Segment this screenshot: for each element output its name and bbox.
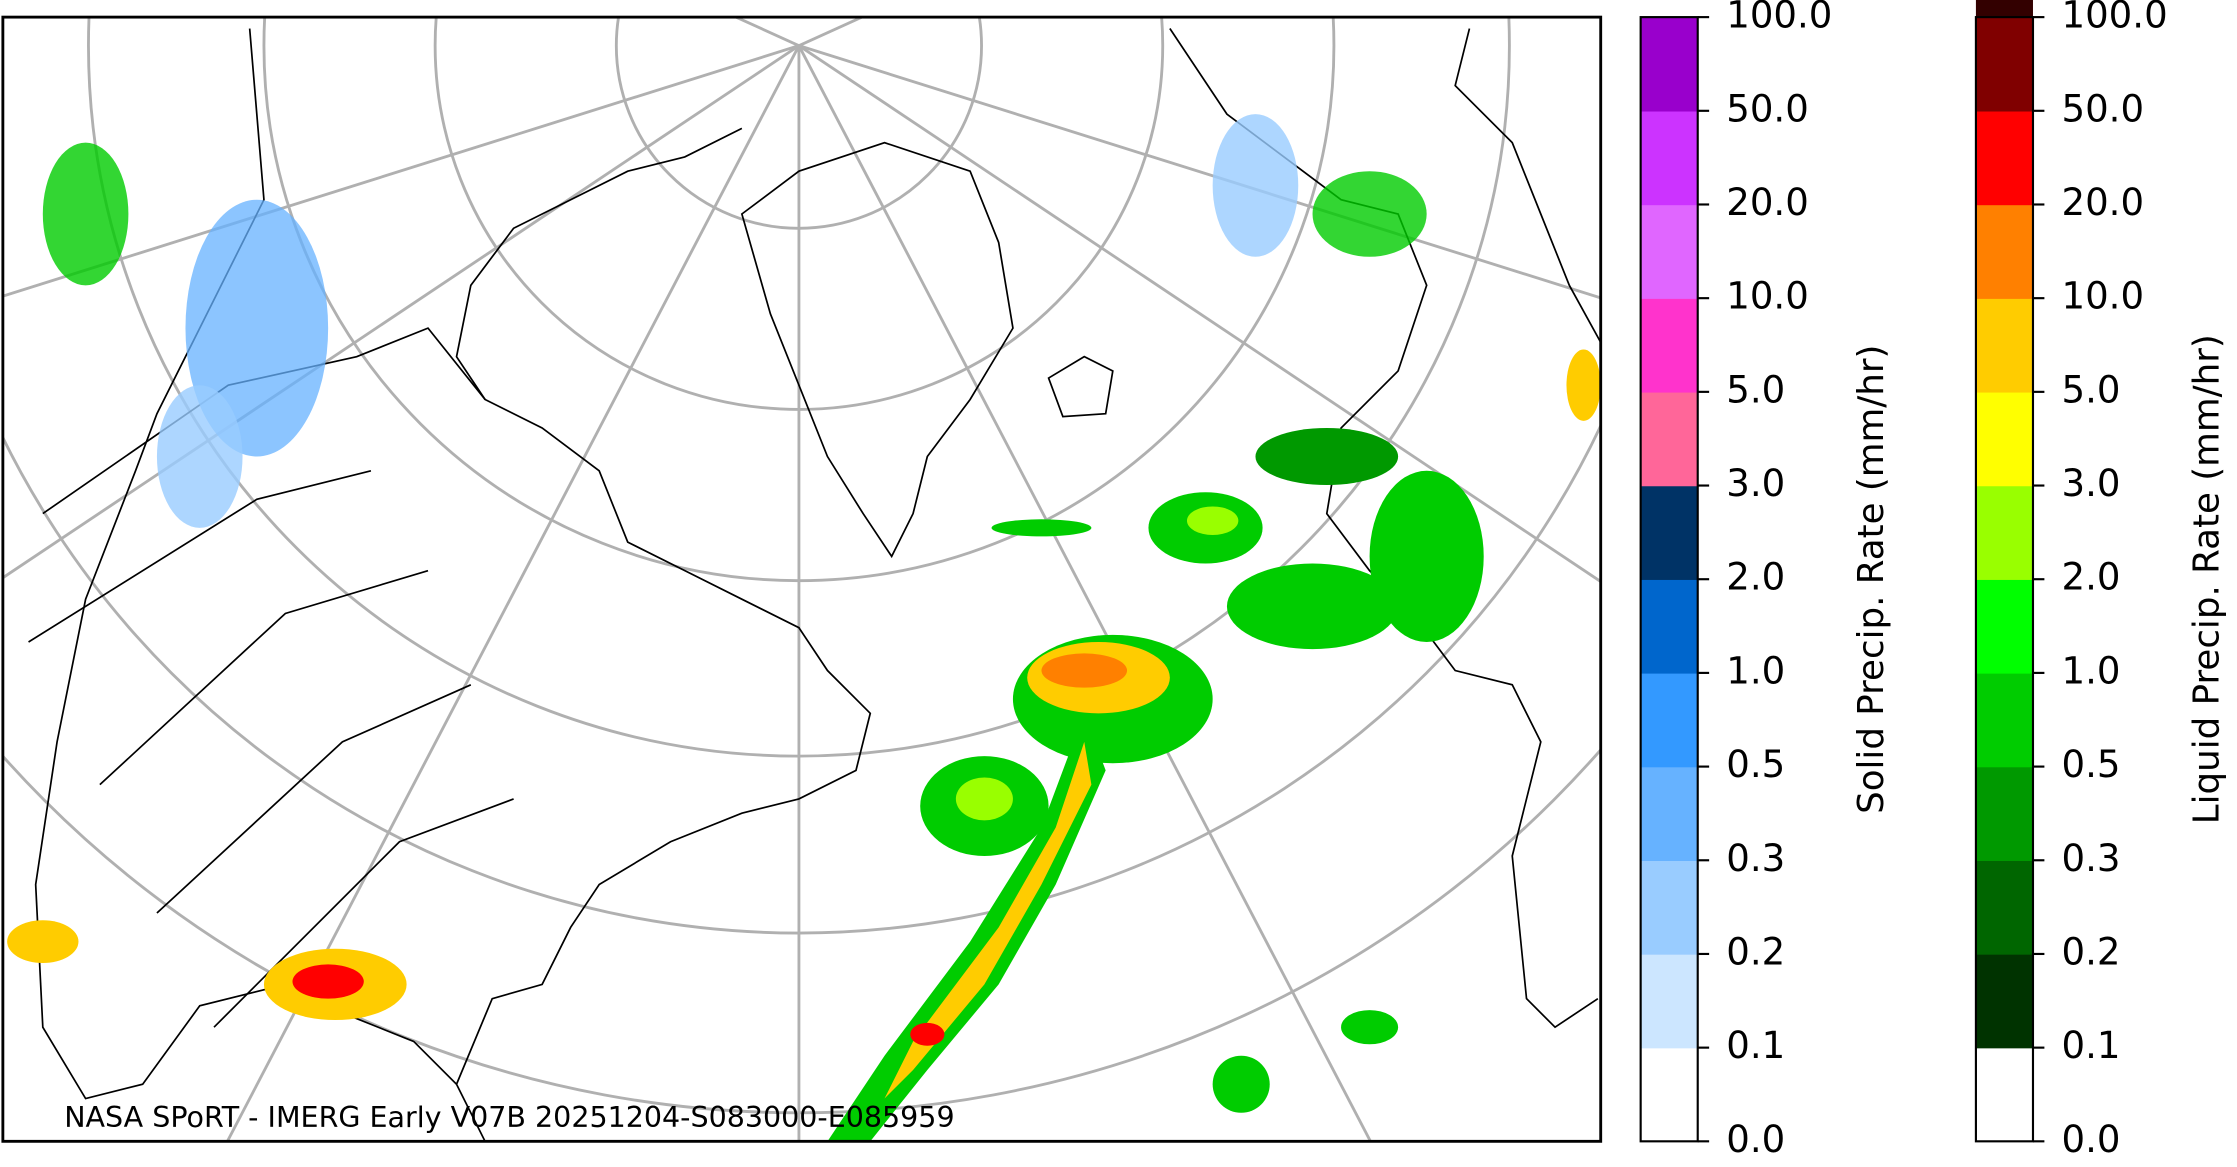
colorbar-segment bbox=[1975, 204, 2033, 299]
tick-label: 2.0 bbox=[2062, 556, 2121, 599]
colorbar-segment bbox=[1975, 860, 2033, 955]
colorbar-label: Liquid Precip. Rate (mm/hr) bbox=[2186, 334, 2227, 824]
tick-label: 10.0 bbox=[1726, 275, 1809, 318]
tick-label: 100.0 bbox=[2062, 0, 2168, 37]
tick-label: 0.1 bbox=[1726, 1024, 1785, 1067]
colorbar: 0.0 0.1 0.2 0.3 0.5 1.0 2.0 3.0 5.0 10.0 20.0 50.0 1… bbox=[1639, 0, 1892, 1161]
tick-label: 100.0 bbox=[1726, 0, 1832, 37]
colorbar-segment bbox=[1640, 1047, 1698, 1143]
colorbar-segment bbox=[1975, 0, 2033, 18]
tick-label: 20.0 bbox=[2062, 181, 2145, 224]
colorbar-segment bbox=[1975, 672, 2033, 768]
tick-label: 0.1 bbox=[2062, 1024, 2121, 1067]
tick-label: 0.3 bbox=[2062, 837, 2121, 880]
tick-label: 0.5 bbox=[2062, 743, 2121, 786]
map: NASA SPoRT - IMERG Early V07B 20251204-S… bbox=[2, 17, 1601, 1142]
colorbar-segment bbox=[1640, 860, 1698, 955]
map-frame bbox=[1, 15, 1603, 1143]
colorbar-segment bbox=[1975, 17, 2033, 112]
tick-label: 50.0 bbox=[2062, 87, 2145, 130]
tick-label: 0.0 bbox=[1726, 1118, 1785, 1161]
colorbar-segment bbox=[1640, 391, 1698, 487]
tick-label: 3.0 bbox=[2062, 462, 2121, 505]
tick-label: 0.2 bbox=[1726, 930, 1785, 973]
colorbar-segment bbox=[1975, 298, 2033, 393]
attribution: NASA SPoRT - IMERG Early V07B 20251204-S… bbox=[64, 1101, 954, 1134]
tick-label: 0.5 bbox=[1726, 743, 1785, 786]
colorbar-segment bbox=[1640, 953, 1698, 1049]
colorbar-segment bbox=[1640, 485, 1698, 580]
colorbar-segment bbox=[1975, 953, 2033, 1049]
tick-label: 5.0 bbox=[1726, 368, 1785, 411]
colorbar-segment bbox=[1640, 579, 1698, 674]
colorbar-segment bbox=[1640, 672, 1698, 768]
colorbar-segment bbox=[1975, 766, 2033, 861]
colorbar-segment bbox=[1640, 17, 1698, 112]
tick-label: 3.0 bbox=[1726, 462, 1785, 505]
colorbar-segment bbox=[1640, 110, 1698, 206]
tick-label: 0.0 bbox=[2062, 1118, 2121, 1161]
tick-label: 1.0 bbox=[1726, 649, 1785, 692]
colorbar-segment bbox=[1640, 766, 1698, 861]
colorbar-segment bbox=[1975, 110, 2033, 206]
tick-label: 1.0 bbox=[2062, 649, 2121, 692]
colorbar-segment bbox=[1975, 485, 2033, 580]
colorbar: 0.0 0.1 0.2 0.3 0.5 1.0 2.0 3.0 5.0 10.0 20.0 50.0 1… bbox=[1974, 0, 2227, 1161]
colorbar-segment bbox=[1640, 298, 1698, 393]
tick-label: 0.2 bbox=[2062, 930, 2121, 973]
tick-label: 0.3 bbox=[1726, 837, 1785, 880]
tick-label: 10.0 bbox=[2062, 275, 2145, 318]
colorbar-label: Solid Precip. Rate (mm/hr) bbox=[1851, 345, 1892, 814]
colorbar-segment bbox=[1975, 391, 2033, 487]
precipitation bbox=[7, 114, 1601, 1142]
tick-label: 5.0 bbox=[2062, 368, 2121, 411]
tick-label: 2.0 bbox=[1726, 556, 1785, 599]
tick-label: 50.0 bbox=[1726, 87, 1809, 130]
colorbar-segment bbox=[1975, 579, 2033, 674]
colorbar-segment bbox=[1640, 204, 1698, 299]
tick-label: 20.0 bbox=[1726, 181, 1809, 224]
colorbar-segment bbox=[1975, 1047, 2033, 1143]
